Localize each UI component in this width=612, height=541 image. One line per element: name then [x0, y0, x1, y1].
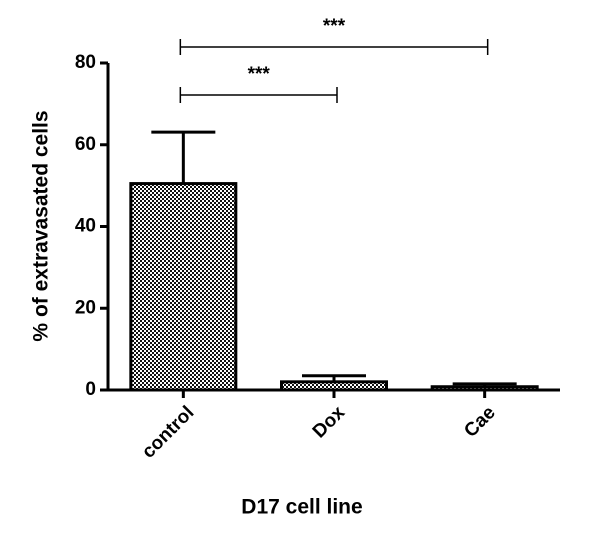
error-bar: [452, 382, 517, 387]
significance-bracket: [179, 39, 489, 55]
bar: [430, 385, 539, 392]
significance-bracket: [179, 87, 338, 103]
y-tick-label: 0: [85, 379, 96, 400]
y-tick-label: 80: [75, 52, 96, 73]
y-tick-label: 40: [75, 216, 96, 237]
error-bar: [151, 130, 216, 184]
significance-label: ***: [323, 16, 346, 37]
x-tick-label: Dox: [309, 402, 350, 443]
y-axis-label: % of extravasated cells: [30, 110, 53, 341]
error-bar: [302, 374, 366, 382]
y-tick-label: 60: [75, 134, 96, 155]
y-tick-label: 20: [75, 297, 96, 318]
x-axis-label: D17 cell line: [241, 496, 362, 519]
bar: [280, 380, 388, 392]
significance-label: ***: [248, 64, 271, 85]
x-tick-label: Cae: [460, 402, 499, 441]
x-tick-label: control: [138, 402, 198, 462]
bar: [129, 182, 238, 392]
